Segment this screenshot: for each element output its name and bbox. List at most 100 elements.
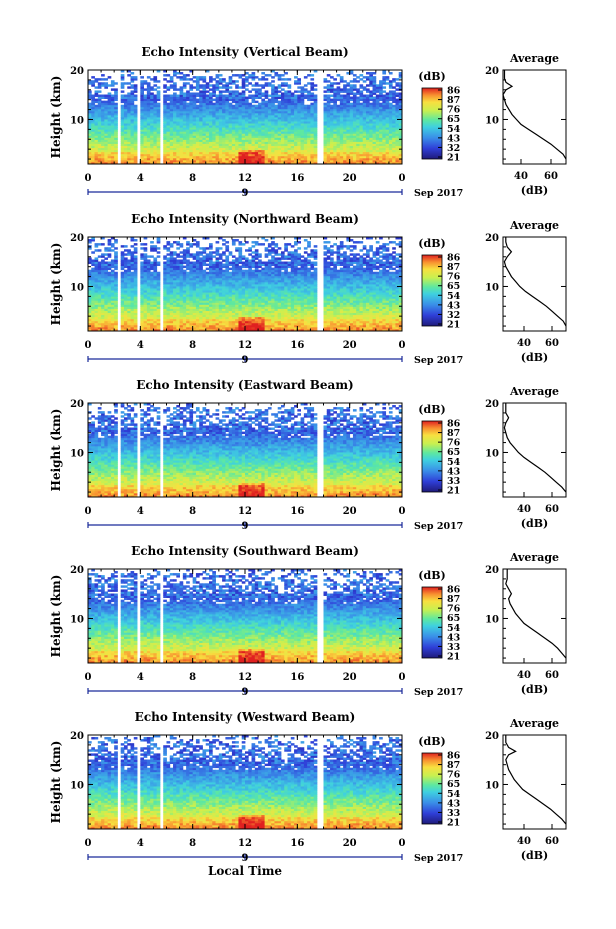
heatmap-cell xyxy=(123,143,128,147)
heatmap-cell xyxy=(140,121,144,124)
heatmap-cell xyxy=(88,161,92,165)
heatmap-cell xyxy=(156,129,161,132)
heatmap-cell xyxy=(150,145,154,149)
heatmap-cell xyxy=(156,135,161,138)
heatmap-cell xyxy=(133,161,138,165)
chart-title: Echo Intensity (Northward Beam) xyxy=(131,212,359,226)
heatmap-cell xyxy=(114,143,118,147)
heatmap-cell xyxy=(150,88,154,91)
heatmap-cell xyxy=(123,159,128,163)
heatmap-cell xyxy=(130,133,135,136)
heatmap-cell xyxy=(120,74,125,77)
heatmap-cell xyxy=(163,255,167,258)
heatmap-cell xyxy=(94,100,99,104)
heatmap-cell xyxy=(97,82,102,85)
heatmap-cell xyxy=(97,157,102,161)
heatmap-cell xyxy=(88,125,92,128)
heatmap-cell xyxy=(146,108,151,112)
heatmap-cell xyxy=(94,110,99,114)
heatmap-cell xyxy=(156,70,161,73)
heatmap-cell xyxy=(120,100,125,104)
heatmap-cell xyxy=(163,112,167,116)
heatmap-cell xyxy=(156,125,161,128)
heatmap-cell xyxy=(169,78,174,81)
heatmap-cell xyxy=(123,121,128,124)
heatmap-cell xyxy=(379,80,383,83)
heatmap-cell xyxy=(150,127,154,130)
heatmap-cell xyxy=(176,114,180,118)
heatmap-cell xyxy=(114,123,118,126)
heatmap-cell xyxy=(163,127,167,130)
heatmap-cell xyxy=(251,104,256,108)
heatmap-cell xyxy=(173,147,177,151)
heatmap-cell xyxy=(310,78,315,81)
heatmap-cell xyxy=(218,78,223,81)
heatmap-cell xyxy=(150,102,154,106)
heatmap-cell xyxy=(186,90,190,93)
heatmap-cell xyxy=(146,135,151,138)
heatmap-cell xyxy=(173,135,177,138)
heatmap-cell xyxy=(88,133,92,136)
heatmap-cell xyxy=(94,133,99,136)
heatmap-cell xyxy=(248,82,252,85)
date-marker: 9 xyxy=(242,188,249,199)
heatmap-cell xyxy=(101,117,105,120)
heatmap-cell xyxy=(94,135,99,138)
heatmap-cell xyxy=(303,88,308,91)
heatmap-cell xyxy=(343,94,347,97)
heatmap-cell xyxy=(166,129,171,132)
heatmap-cell xyxy=(130,159,135,163)
heatmap-cell xyxy=(140,261,144,264)
heatmap-cell xyxy=(163,129,167,132)
heatmap-cell xyxy=(91,114,95,118)
heatmap-cell xyxy=(110,155,115,159)
heatmap-cell xyxy=(173,157,177,161)
heatmap-cell xyxy=(91,108,95,112)
heatmap-cell xyxy=(120,76,125,79)
heatmap-cell xyxy=(88,155,92,159)
heatmap-cell xyxy=(169,137,174,140)
heatmap-cell xyxy=(143,133,148,136)
heatmap-cell xyxy=(94,98,99,102)
heatmap-cell xyxy=(114,127,118,130)
heatmap-cell xyxy=(91,117,95,120)
heatmap-cell xyxy=(254,82,259,85)
heatmap-cell xyxy=(173,251,177,254)
heatmap-cell xyxy=(146,117,151,120)
heatmap-cell xyxy=(156,159,161,163)
heatmap-cell xyxy=(195,98,200,102)
heatmap-cell xyxy=(366,88,370,91)
heatmap-cell xyxy=(143,143,148,147)
heatmap-cell xyxy=(307,90,311,93)
heatmap-cell xyxy=(88,119,92,122)
heatmap-cell xyxy=(385,76,390,79)
heatmap-cell xyxy=(156,151,161,155)
heatmap-cell xyxy=(169,139,174,142)
heatmap-cell xyxy=(176,149,180,153)
heatmap-cell xyxy=(91,133,95,136)
heatmap-cell xyxy=(120,161,125,165)
heatmap-cell xyxy=(130,119,135,122)
heatmap-cell xyxy=(133,76,138,79)
heatmap-cell xyxy=(392,78,396,81)
heatmap-cell xyxy=(127,157,131,161)
heatmap-cell xyxy=(140,135,144,138)
heatmap-cell xyxy=(323,90,328,93)
heatmap-cell xyxy=(153,98,158,102)
heatmap-cell xyxy=(140,86,144,89)
heatmap-cell xyxy=(123,133,128,136)
heatmap-cell xyxy=(153,157,158,161)
heatmap-cell xyxy=(91,98,95,102)
heatmap-cell xyxy=(248,74,252,77)
heatmap-cell xyxy=(173,82,177,85)
heatmap-cell xyxy=(123,153,128,157)
heatmap-cell xyxy=(97,127,102,130)
heatmap-cell xyxy=(356,88,360,91)
heatmap-cell xyxy=(163,102,167,106)
heatmap-cell xyxy=(375,84,380,87)
heatmap-cell xyxy=(133,108,138,112)
heatmap-cell xyxy=(333,82,337,85)
heatmap-cell xyxy=(176,127,180,130)
heatmap-cell xyxy=(352,84,357,87)
heatmap-cell xyxy=(173,88,177,91)
